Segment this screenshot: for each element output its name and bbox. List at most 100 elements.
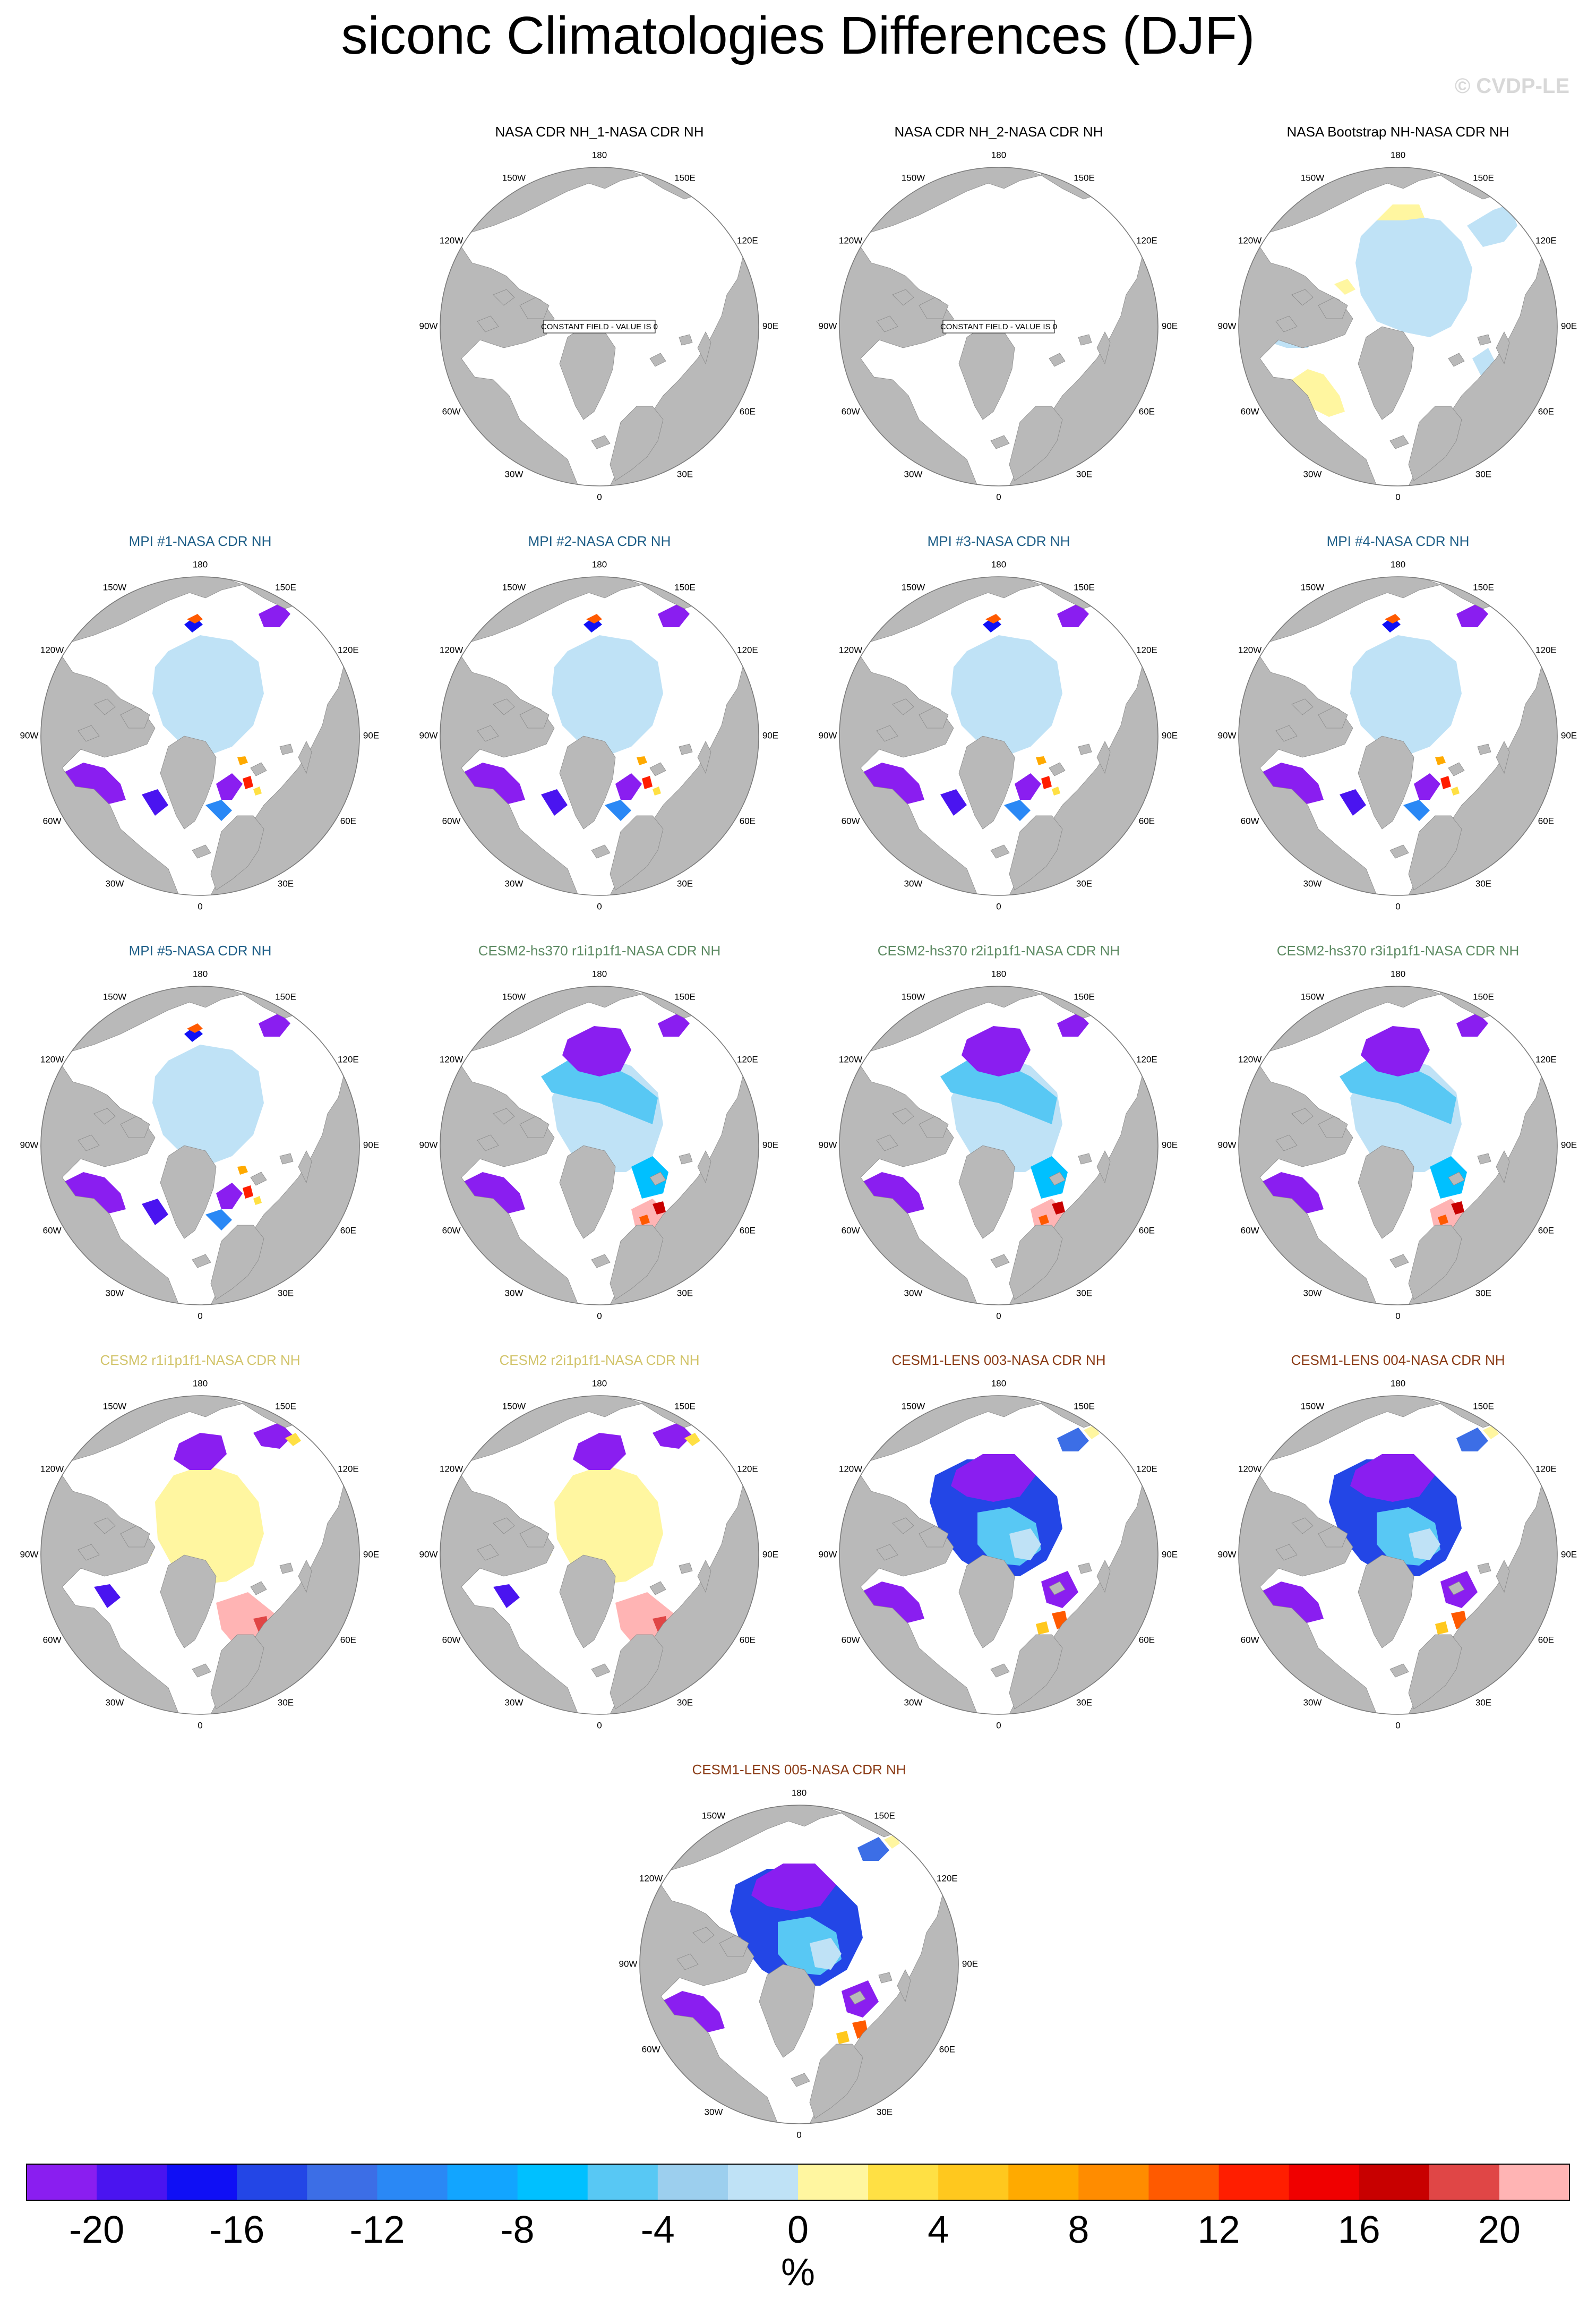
land-5	[610, 1225, 664, 1300]
panel-title: CESM1-LENS 004-NASA CDR NH	[1291, 1352, 1505, 1368]
land-8	[676, 1953, 699, 1970]
longitude-label: 0	[597, 492, 602, 502]
longitude-label: 150E	[275, 992, 296, 1002]
page-title: siconc Climatologies Differences (DJF)	[341, 6, 1255, 65]
longitude-label: 30E	[1076, 469, 1092, 479]
longitude-label: 120W	[839, 645, 862, 655]
longitude-label: 120E	[338, 1054, 359, 1064]
longitude-label: 90W	[20, 730, 39, 740]
land-5	[1009, 1634, 1063, 1710]
land-9	[649, 1172, 666, 1186]
land-4	[958, 1554, 1015, 1648]
longitude-label: 120W	[839, 235, 862, 245]
difference-field-4	[1009, 1528, 1041, 1560]
land-5	[809, 2044, 863, 2119]
panel-title: CESM1-LENS 003-NASA CDR NH	[891, 1352, 1105, 1368]
difference-field-1	[552, 635, 663, 755]
longitude-label: 30W	[705, 2107, 723, 2117]
difference-field-7	[586, 614, 602, 623]
land-6	[1318, 1116, 1348, 1138]
land-10	[1078, 1562, 1092, 1574]
difference-field-4	[1340, 789, 1366, 816]
land-8	[876, 1544, 898, 1561]
longitude-label: 90W	[1218, 1140, 1237, 1150]
colorbar-swatch-4	[237, 2164, 307, 2200]
longitude-label: 30E	[677, 469, 693, 479]
longitude-label: 90W	[20, 1549, 39, 1559]
land-12	[990, 844, 1010, 859]
map-boundary	[839, 1395, 1159, 1715]
colorbar-swatch-10	[657, 2164, 728, 2200]
land-11	[1496, 1150, 1510, 1184]
longitude-label: 30W	[1303, 1288, 1322, 1298]
panel-title: CESM2 r1i1p1f1-NASA CDR NH	[100, 1352, 300, 1368]
difference-field-4	[493, 1584, 520, 1608]
land-8	[477, 1134, 499, 1151]
land-1	[640, 1874, 778, 2124]
land-1	[1239, 645, 1377, 895]
difference-field-3	[461, 763, 525, 805]
longitude-label: 30E	[1475, 1288, 1491, 1298]
land-12	[990, 435, 1010, 449]
map-body	[1239, 167, 1557, 486]
longitude-label: 60W	[1241, 1635, 1259, 1645]
difference-field-13	[605, 800, 631, 821]
difference-field-5	[259, 1013, 290, 1037]
panel-title: MPI #3-NASA CDR NH	[928, 533, 1070, 549]
colorbar-frame	[26, 2164, 1570, 2201]
longitude-label: 150W	[702, 1811, 725, 1821]
map-panel-15: CESM1-LENS 004-NASA CDR NH 180 150E 120E 90E…	[1218, 1352, 1577, 1730]
longitude-label: 30W	[1303, 878, 1322, 888]
land-7	[892, 289, 914, 306]
longitude-label: 120E	[1136, 645, 1157, 655]
map-body	[440, 577, 759, 895]
colorbar-tick-label: -4	[641, 2209, 675, 2251]
longitude-label: 90E	[762, 1140, 778, 1150]
difference-field-5	[861, 1172, 924, 1215]
longitude-label: 30W	[505, 1697, 524, 1707]
difference-field-9	[243, 1185, 253, 1199]
watermark: © CVDP-LE	[1454, 74, 1569, 98]
longitude-label: 60E	[340, 1635, 356, 1645]
longitude-label: 30W	[505, 878, 524, 888]
land-5	[1009, 815, 1063, 891]
longitude-label: 180	[991, 559, 1006, 569]
longitude-label: 150E	[674, 1401, 696, 1412]
land-10	[279, 1153, 294, 1165]
colorbar-tick-label: 0	[787, 2209, 809, 2251]
map-boundary	[639, 1805, 959, 2124]
longitude-label: 90E	[1561, 1140, 1577, 1150]
land-4	[559, 736, 616, 830]
longitude-label: 60E	[1139, 1635, 1155, 1645]
land-7	[1291, 1517, 1314, 1534]
land-7	[93, 698, 116, 715]
difference-field-6	[1260, 1582, 1324, 1624]
land-4	[1358, 1145, 1414, 1239]
land-10	[1477, 1562, 1491, 1574]
longitude-label: 180	[1391, 559, 1405, 569]
land-10	[279, 1562, 294, 1574]
longitude-label: 150E	[1473, 583, 1494, 593]
land-12	[192, 1663, 211, 1678]
difference-field-5	[259, 603, 290, 627]
land-8	[78, 725, 100, 742]
longitude-label: 0	[1395, 492, 1400, 502]
longitude-label: 90E	[363, 730, 379, 740]
map-body	[1239, 577, 1557, 895]
longitude-label: 90W	[819, 321, 837, 331]
difference-field-5	[658, 603, 690, 627]
longitude-label: 90E	[762, 730, 778, 740]
map-panel-8: MPI #5-NASA CDR NH 180 150E 120E 90E 60E 30E 0 3…	[20, 943, 380, 1321]
land-5	[1009, 1225, 1063, 1300]
difference-field-2	[541, 1061, 658, 1124]
map-body	[1239, 1396, 1557, 1714]
land-6	[120, 1116, 150, 1138]
difference-field-6	[658, 1013, 690, 1037]
longitude-label: 60E	[340, 1225, 356, 1235]
land-10	[1477, 1153, 1491, 1165]
longitude-label: 180	[592, 1378, 607, 1388]
longitude-label: 30W	[106, 1288, 124, 1298]
map-boundary	[1238, 167, 1558, 486]
land-4	[759, 1964, 816, 2058]
longitude-label: 150W	[902, 583, 925, 593]
